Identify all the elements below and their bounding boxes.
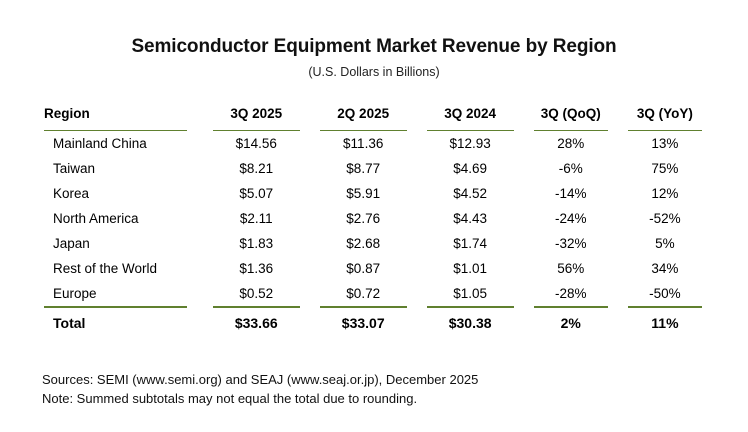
- header-rule: [426, 129, 514, 132]
- cell-q3-2025: $2.11: [239, 211, 273, 227]
- cell-region: Europe: [53, 286, 97, 302]
- column-header-region-label: Region: [44, 105, 90, 121]
- column-header-q3-2025: 3Q 2025: [203, 101, 310, 132]
- cell-yoy: 34%: [651, 261, 679, 277]
- cell-total-q3-2025-value: $33.66: [234, 314, 278, 331]
- total-rule: [319, 306, 407, 308]
- column-header-q2-2025-label: 2Q 2025: [337, 105, 390, 121]
- cell-region: Mainland China: [53, 136, 147, 152]
- cell-q3-2025: $1.83: [239, 236, 274, 252]
- footer-notes: Sources: SEMI (www.semi.org) and SEAJ (w…: [0, 370, 748, 408]
- cell-q3-2025: $5.07: [239, 186, 274, 202]
- header-rule: [533, 129, 608, 132]
- column-header-yoy: 3Q (YoY): [618, 101, 712, 132]
- footer-note: Note: Summed subtotals may not equal the…: [42, 390, 418, 406]
- cell-yoy: 75%: [651, 161, 679, 177]
- table-row: Taiwan $8.21 $8.77 $4.69 -6% 75%: [40, 156, 712, 181]
- header-rule: [627, 129, 702, 132]
- page-title: Semiconductor Equipment Market Revenue b…: [131, 36, 617, 57]
- total-rule: [426, 306, 514, 308]
- cell-q3-2024: $4.52: [453, 186, 488, 202]
- header-rule: [212, 129, 300, 132]
- total-rule: [212, 306, 300, 308]
- column-header-region: Region: [40, 101, 203, 132]
- cell-qoq: -28%: [554, 286, 587, 302]
- cell-total-q3-2024: $30.38: [417, 306, 524, 335]
- column-header-qoq-label: 3Q (QoQ): [540, 105, 601, 121]
- table-header: Region 3Q 2025 2Q 2025 3Q 2024: [40, 101, 712, 132]
- cell-q2-2025: $5.91: [346, 186, 381, 202]
- cell-yoy: 13%: [651, 136, 679, 152]
- table-header-row: Region 3Q 2025 2Q 2025 3Q 2024: [40, 101, 712, 132]
- table-row: Mainland China $14.56 $11.36 $12.93 28% …: [40, 131, 712, 156]
- cell-q2-2025: $8.77: [346, 161, 381, 177]
- footer-sources: Sources: SEMI (www.semi.org) and SEAJ (w…: [42, 371, 479, 387]
- cell-total-region: Total: [40, 306, 203, 335]
- cell-total-qoq-value: 2%: [560, 314, 581, 331]
- column-header-q3-2025-label: 3Q 2025: [230, 105, 283, 121]
- table-row: Korea $5.07 $5.91 $4.52 -14% 12%: [40, 181, 712, 206]
- cell-qoq: 56%: [557, 261, 585, 277]
- cell-qoq: -24%: [554, 211, 587, 227]
- table-body: Mainland China $14.56 $11.36 $12.93 28% …: [40, 131, 712, 335]
- cell-q3-2025: $0.52: [239, 286, 274, 302]
- column-header-yoy-label: 3Q (YoY): [636, 105, 693, 121]
- cell-region: Rest of the World: [53, 261, 158, 277]
- cell-q2-2025: $11.36: [343, 136, 384, 152]
- cell-q2-2025: $0.87: [346, 261, 381, 277]
- table-row: North America $2.11 $2.76 $4.43 -24% -52…: [40, 206, 712, 231]
- cell-q3-2025: $1.36: [239, 261, 274, 277]
- cell-q2-2025: $2.68: [346, 236, 381, 252]
- header-rule: [44, 129, 187, 132]
- cell-q3-2024: $12.93: [449, 136, 491, 152]
- cell-total-q3-2025: $33.66: [203, 306, 310, 335]
- column-header-q2-2025: 2Q 2025: [310, 101, 417, 132]
- total-rule: [627, 306, 702, 308]
- cell-total-yoy: 11%: [618, 306, 712, 335]
- column-header-q3-2024-label: 3Q 2024: [444, 105, 497, 121]
- cell-region: Taiwan: [53, 161, 96, 177]
- cell-total-q2-2025: $33.07: [310, 306, 417, 335]
- table-row: Europe $0.52 $0.72 $1.05 -28% -50%: [40, 281, 712, 306]
- cell-yoy: 12%: [651, 186, 679, 202]
- cell-qoq: -14%: [554, 186, 587, 202]
- table-row: Japan $1.83 $2.68 $1.74 -32% 5%: [40, 231, 712, 256]
- column-header-qoq: 3Q (QoQ): [524, 101, 618, 132]
- cell-yoy: -52%: [649, 211, 681, 227]
- revenue-table-container: Region 3Q 2025 2Q 2025 3Q 2024: [0, 101, 748, 336]
- cell-yoy: -50%: [649, 286, 681, 302]
- cell-region: Korea: [53, 186, 90, 202]
- cell-q3-2024: $1.74: [453, 236, 488, 252]
- column-header-q3-2024: 3Q 2024: [417, 101, 524, 132]
- cell-q2-2025: $0.72: [346, 286, 381, 302]
- cell-qoq: -6%: [558, 161, 583, 177]
- cell-total-region-label: Total: [53, 314, 86, 331]
- total-rule: [533, 306, 608, 308]
- total-rule: [44, 306, 187, 308]
- cell-qoq: -32%: [554, 236, 587, 252]
- page-subtitle: (U.S. Dollars in Billions): [308, 64, 440, 79]
- cell-q3-2024: $4.69: [453, 161, 488, 177]
- cell-total-q3-2024-value: $30.38: [448, 314, 492, 331]
- cell-q3-2025: $8.21: [239, 161, 274, 177]
- cell-region: Japan: [53, 236, 90, 252]
- cell-qoq: 28%: [557, 136, 585, 152]
- cell-q2-2025: $2.76: [346, 211, 381, 227]
- header-rule: [319, 129, 407, 132]
- cell-total-yoy-value: 11%: [651, 314, 679, 331]
- cell-total-qoq: 2%: [524, 306, 618, 335]
- cell-yoy: 5%: [655, 236, 675, 252]
- revenue-table: Region 3Q 2025 2Q 2025 3Q 2024: [40, 101, 712, 336]
- cell-q3-2025: $14.56: [235, 136, 277, 152]
- cell-q3-2024: $1.01: [453, 261, 488, 277]
- cell-q3-2024: $1.05: [453, 286, 488, 302]
- cell-q3-2024: $4.43: [453, 211, 488, 227]
- cell-total-q2-2025-value: $33.07: [341, 314, 385, 331]
- table-row: Rest of the World $1.36 $0.87 $1.01 56% …: [40, 256, 712, 281]
- cell-region: North America: [53, 211, 139, 227]
- table-total-row: Total $33.66 $33.07 $30.38: [40, 306, 712, 335]
